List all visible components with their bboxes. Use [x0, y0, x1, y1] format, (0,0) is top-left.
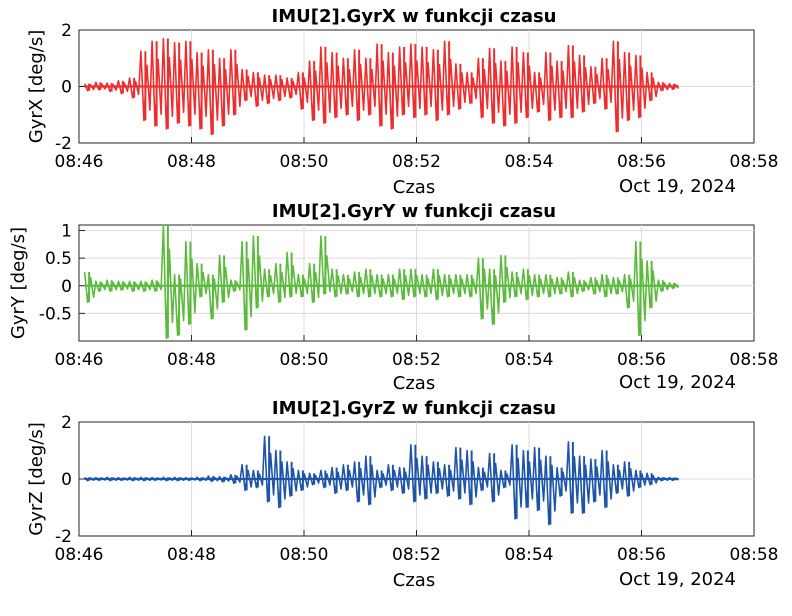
date-label: Oct 19, 2024	[619, 372, 736, 393]
x-axis: 08:46 08:48 08:50 08:52 08:54 08:56 08:58	[55, 137, 779, 172]
series-gyry	[83, 224, 680, 339]
x-tick-label: 08:58	[730, 350, 779, 370]
subplot-gyrz: IMU[2].GyrZ w funkcji czasu 08:46 08:48 08…	[26, 398, 779, 591]
y-axis: -0.5 0 0.5 1	[39, 222, 85, 324]
x-tick-label: 08:54	[505, 350, 554, 370]
x-tick-label: 08:56	[617, 152, 666, 172]
x-tick-label: 08:50	[280, 545, 329, 565]
date-label: Oct 19, 2024	[619, 569, 736, 590]
x-axis-label: Czas	[393, 570, 435, 591]
x-tick-label: 08:56	[617, 545, 666, 565]
x-tick-label: 08:46	[55, 545, 104, 565]
y-tick-label: -0.5	[39, 304, 72, 324]
subplot-gyry: IMU[2].GyrY w funkcji czasu 08:46 08:48 08…	[8, 201, 779, 394]
y-axis: -2 0 2	[55, 21, 85, 154]
y-tick-label: 1	[61, 222, 72, 242]
date-label: Oct 19, 2024	[619, 176, 736, 197]
x-axis-label: Czas	[393, 177, 435, 198]
x-tick-label: 08:50	[280, 350, 329, 370]
x-tick-label: 08:54	[505, 152, 554, 172]
x-axis-label: Czas	[393, 373, 435, 394]
series-gyrz	[84, 435, 680, 526]
x-axis: 08:46 08:48 08:50 08:52 08:54 08:56 08:58	[55, 530, 779, 565]
series-gyrx	[83, 37, 680, 136]
x-tick-label: 08:46	[55, 152, 104, 172]
y-tick-label: 0.5	[45, 249, 72, 269]
x-tick-label: 08:46	[55, 350, 104, 370]
y-tick-label: 2	[61, 413, 72, 433]
x-tick-label: 08:52	[392, 350, 441, 370]
x-tick-label: 08:56	[617, 350, 666, 370]
x-tick-label: 08:48	[167, 152, 216, 172]
x-tick-label: 08:58	[730, 545, 779, 565]
y-tick-label: -2	[55, 134, 72, 154]
y-tick-label: 0	[61, 470, 72, 490]
x-tick-label: 08:58	[730, 152, 779, 172]
subplot-gyrx: IMU[2].GyrX w funkcji czasu 08:46 08:48 08…	[26, 6, 779, 198]
x-axis: 08:46 08:48 08:50 08:52 08:54 08:56 08:58	[55, 335, 779, 370]
x-tick-label: 08:52	[392, 152, 441, 172]
chart-title: IMU[2].GyrZ w funkcji czasu	[272, 398, 556, 419]
x-tick-label: 08:50	[280, 152, 329, 172]
y-axis-label: GyrZ [deg/s]	[26, 422, 47, 535]
y-tick-label: 0	[61, 78, 72, 98]
chart-title: IMU[2].GyrY w funkcji czasu	[272, 201, 556, 222]
x-tick-label: 08:52	[392, 545, 441, 565]
chart-title: IMU[2].GyrX w funkcji czasu	[272, 6, 557, 27]
y-axis: -2 0 2	[55, 413, 85, 547]
y-axis-label: GyrY [deg/s]	[8, 227, 29, 339]
y-tick-label: 0	[61, 277, 72, 297]
x-tick-label: 08:48	[167, 350, 216, 370]
x-tick-label: 08:48	[167, 545, 216, 565]
y-tick-label: -2	[55, 527, 72, 547]
y-tick-label: 2	[61, 21, 72, 41]
y-axis-label: GyrX [deg/s]	[26, 30, 47, 143]
x-tick-label: 08:54	[505, 545, 554, 565]
